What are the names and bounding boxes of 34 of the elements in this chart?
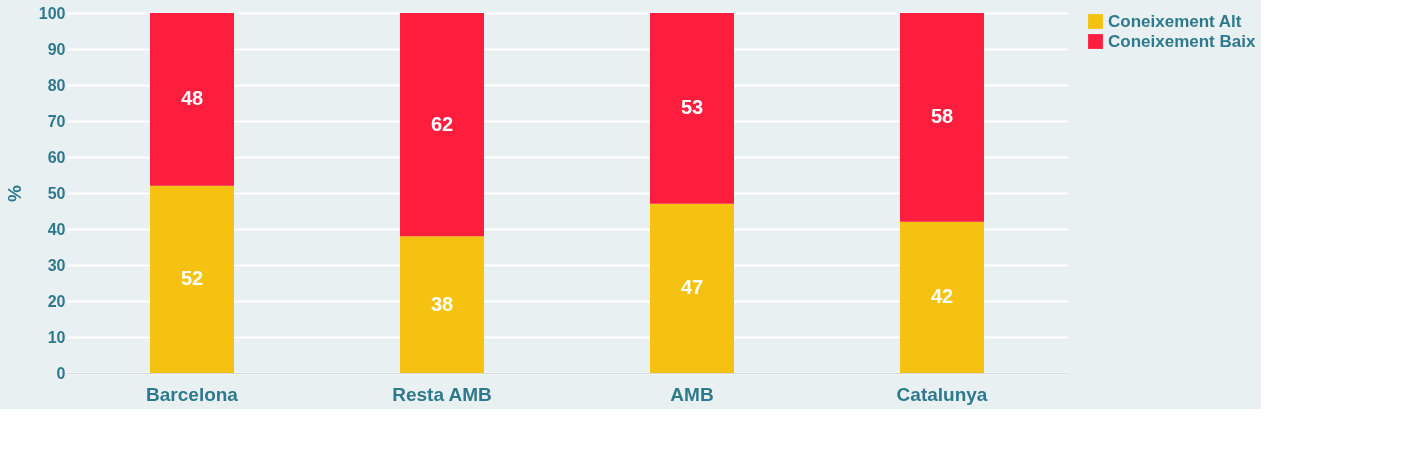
legend-label: Coneixement Baix (1108, 31, 1256, 51)
y-tick-label: 30 (47, 256, 66, 274)
bar (900, 13, 984, 222)
legend-label: Coneixement Alt (1108, 11, 1242, 31)
y-tick-label: 20 (47, 292, 66, 310)
bar (400, 13, 484, 237)
data-label: 48 (180, 87, 204, 110)
bar (150, 185, 234, 373)
data-label: 58 (930, 105, 954, 128)
y-tick-label: 50 (47, 184, 66, 202)
data-label: 52 (180, 267, 204, 290)
data-label: 47 (680, 276, 704, 299)
x-tick-label: AMB (670, 383, 714, 405)
data-label: 38 (430, 292, 454, 315)
bar (150, 13, 234, 186)
y-axis-title: % (3, 184, 25, 202)
y-tick-label: 90 (47, 40, 66, 58)
bar (650, 13, 734, 204)
y-tick-label: 60 (47, 148, 66, 166)
bar (650, 203, 734, 373)
y-tick-label: 40 (47, 220, 66, 238)
x-tick-label: Barcelona (146, 383, 239, 405)
bar (400, 236, 484, 373)
data-label: 62 (430, 112, 454, 135)
y-tick-label: 10 (47, 328, 66, 346)
y-tick-label: 0 (56, 364, 66, 382)
y-tick-label: 80 (47, 76, 66, 94)
x-tick-label: Catalunya (896, 383, 988, 405)
x-tick-label: Resta AMB (392, 383, 492, 405)
y-tick-label: 100 (38, 4, 66, 22)
data-label: 53 (680, 96, 704, 119)
data-label: 42 (930, 285, 954, 308)
y-tick-label: 70 (47, 112, 66, 130)
bar (900, 221, 984, 373)
